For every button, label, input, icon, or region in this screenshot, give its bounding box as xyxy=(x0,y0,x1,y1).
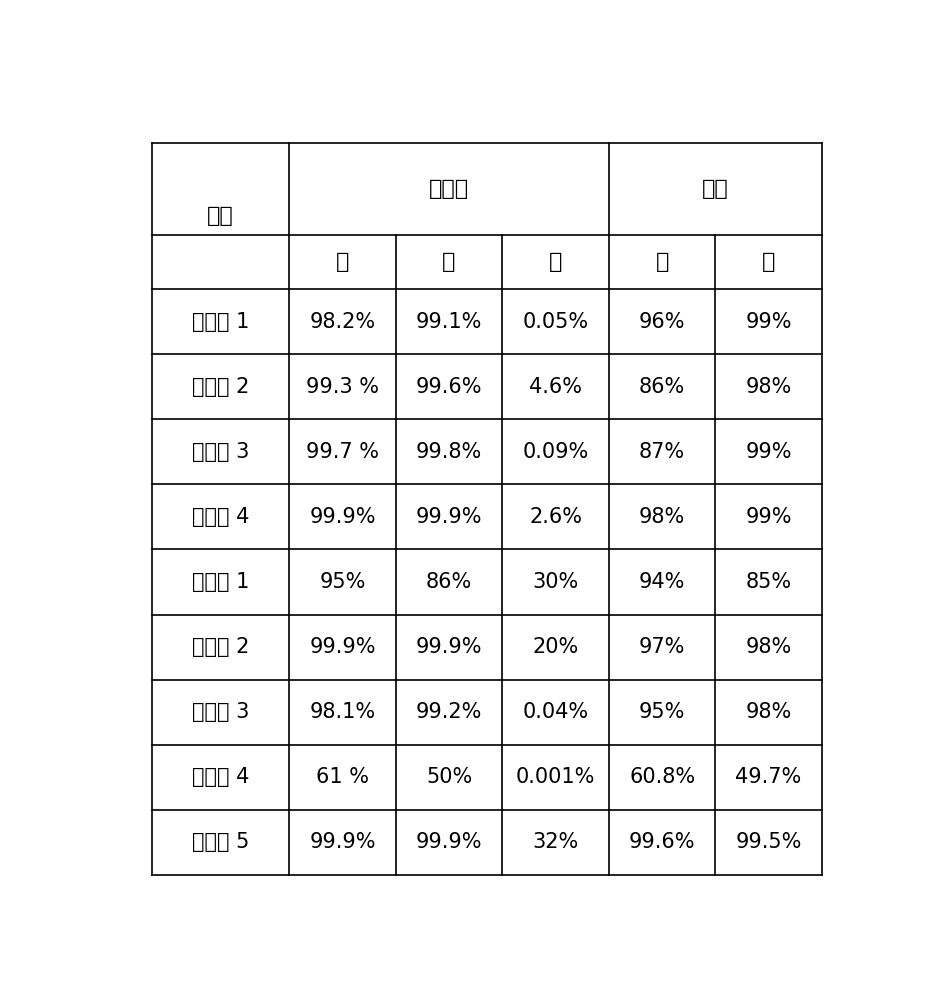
Text: 对比例 2: 对比例 2 xyxy=(192,637,249,657)
Text: 32%: 32% xyxy=(532,832,579,852)
Text: 99.2%: 99.2% xyxy=(416,702,483,722)
Text: 99.6%: 99.6% xyxy=(629,832,695,852)
Text: 99.9%: 99.9% xyxy=(310,507,376,527)
Text: 99.5%: 99.5% xyxy=(735,832,802,852)
Text: 99%: 99% xyxy=(746,442,792,462)
Text: 98%: 98% xyxy=(639,507,685,527)
Text: 99.9%: 99.9% xyxy=(310,637,376,657)
Text: 99.3 %: 99.3 % xyxy=(306,377,379,397)
Text: 0.001%: 0.001% xyxy=(516,767,596,787)
Text: 98%: 98% xyxy=(746,377,791,397)
Text: 99.9%: 99.9% xyxy=(416,637,483,657)
Text: 30%: 30% xyxy=(532,572,579,592)
Text: 2.6%: 2.6% xyxy=(529,507,582,527)
Text: 4.6%: 4.6% xyxy=(529,377,582,397)
Text: 86%: 86% xyxy=(426,572,472,592)
Text: 实施例 2: 实施例 2 xyxy=(192,377,249,397)
Text: 99.7 %: 99.7 % xyxy=(306,442,379,462)
Text: 鐵: 鐵 xyxy=(549,252,562,272)
Text: 0.04%: 0.04% xyxy=(522,702,589,722)
Text: 98.1%: 98.1% xyxy=(310,702,375,722)
Text: 98%: 98% xyxy=(746,637,791,657)
Text: 收率: 收率 xyxy=(702,179,729,199)
Text: 浸出率: 浸出率 xyxy=(429,179,469,199)
Text: 99%: 99% xyxy=(746,507,792,527)
Text: 94%: 94% xyxy=(639,572,685,592)
Text: 60.8%: 60.8% xyxy=(629,767,695,787)
Text: 示例: 示例 xyxy=(207,206,234,226)
Text: 95%: 95% xyxy=(639,702,685,722)
Text: 99.9%: 99.9% xyxy=(310,832,376,852)
Text: 49.7%: 49.7% xyxy=(735,767,802,787)
Text: 对比例 4: 对比例 4 xyxy=(192,767,249,787)
Text: 98.2%: 98.2% xyxy=(310,312,375,332)
Text: 85%: 85% xyxy=(746,572,791,592)
Text: 99.8%: 99.8% xyxy=(416,442,483,462)
Text: 实施例 4: 实施例 4 xyxy=(192,507,249,527)
Text: 锐: 锐 xyxy=(762,252,775,272)
Text: 锂: 锂 xyxy=(335,252,350,272)
Text: 实施例 3: 实施例 3 xyxy=(192,442,249,462)
Text: 97%: 97% xyxy=(639,637,685,657)
Text: 实施例 1: 实施例 1 xyxy=(192,312,249,332)
Text: 99.1%: 99.1% xyxy=(416,312,483,332)
Text: 86%: 86% xyxy=(639,377,685,397)
Text: 对比例 5: 对比例 5 xyxy=(192,832,249,852)
Text: 99%: 99% xyxy=(746,312,792,332)
Text: 96%: 96% xyxy=(638,312,685,332)
Text: 99.9%: 99.9% xyxy=(416,832,483,852)
Text: 98%: 98% xyxy=(746,702,791,722)
Text: 20%: 20% xyxy=(532,637,579,657)
Text: 0.05%: 0.05% xyxy=(522,312,589,332)
Text: 0.09%: 0.09% xyxy=(522,442,589,462)
Text: 87%: 87% xyxy=(639,442,685,462)
Text: 锂: 锂 xyxy=(656,252,669,272)
Text: 95%: 95% xyxy=(319,572,366,592)
Text: 对比例 3: 对比例 3 xyxy=(192,702,249,722)
Text: 对比例 1: 对比例 1 xyxy=(192,572,249,592)
Text: 99.9%: 99.9% xyxy=(416,507,483,527)
Text: 50%: 50% xyxy=(426,767,472,787)
Text: 99.6%: 99.6% xyxy=(416,377,483,397)
Text: 锐: 锐 xyxy=(443,252,456,272)
Text: 61 %: 61 % xyxy=(316,767,369,787)
